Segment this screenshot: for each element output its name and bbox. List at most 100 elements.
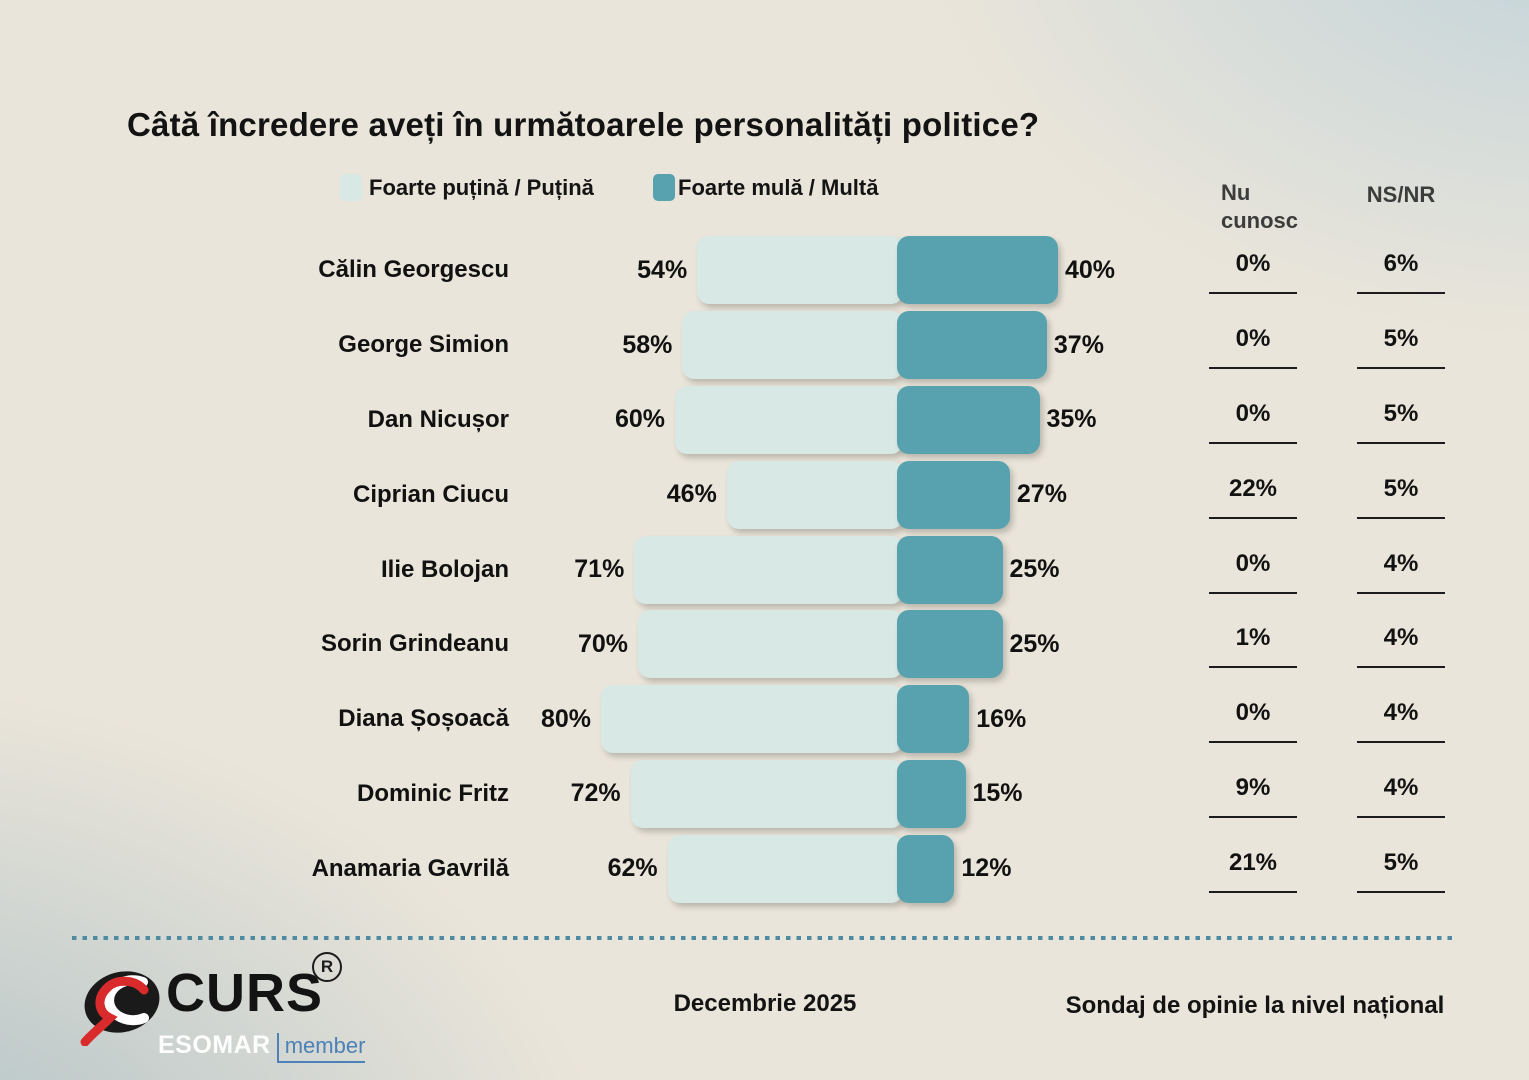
multa-bar (897, 385, 1040, 454)
person-name: Călin Georgescu (318, 256, 509, 284)
chart-row: George Simion 58% 37% 0% 5% (0, 308, 1529, 383)
multa-value: 15% (972, 779, 1023, 808)
person-name: Anamaria Gavrilă (311, 854, 509, 882)
putina-value: 58% (622, 330, 673, 359)
column-header-nu-cunosc: Nu cunosc (1221, 180, 1299, 233)
nu-cunosc-value: 1% (1235, 624, 1271, 652)
column-header-nsnr: NS/NR (1366, 182, 1436, 207)
multa-value: 40% (1065, 255, 1116, 284)
putina-bar (667, 834, 903, 903)
putina-bar (601, 685, 903, 754)
nsnr-cell: 4% (1341, 607, 1461, 682)
nsnr-cell: 4% (1341, 757, 1461, 832)
putina-value: 70% (577, 629, 628, 658)
nsnr-cell: 4% (1341, 682, 1461, 757)
underline (1357, 591, 1445, 594)
dotted-divider (72, 936, 1457, 940)
esomar-label: ESOMAR (158, 1031, 271, 1059)
putina-value: 60% (614, 405, 665, 434)
curs-wordmark: CURS (166, 963, 324, 1023)
underline (1357, 890, 1445, 893)
multa-bar (897, 236, 1058, 305)
nsnr-value: 5% (1383, 474, 1419, 502)
nu-cunosc-cell: 9% (1193, 757, 1313, 832)
putina-bar (634, 535, 903, 604)
underline (1209, 815, 1297, 818)
registered-trademark-icon: R (312, 952, 342, 982)
chart-row: Anamaria Gavrilă 62% 12% 21% 5% (0, 831, 1529, 906)
nsnr-value: 5% (1383, 399, 1419, 427)
multa-value: 35% (1046, 405, 1097, 434)
multa-value: 27% (1016, 480, 1067, 509)
putina-value: 62% (607, 854, 658, 883)
page-title: Câtă încredere aveți în următoarele pers… (127, 106, 1040, 143)
multa-value: 16% (976, 704, 1027, 733)
underline (1357, 441, 1445, 444)
nu-cunosc-value: 0% (1235, 250, 1271, 278)
person-name: Dan Nicușor (367, 405, 509, 433)
person-name: George Simion (338, 331, 509, 359)
chart-row: Dan Nicușor 60% 35% 0% 5% (0, 383, 1529, 458)
underline (1209, 591, 1297, 594)
nsnr-value: 4% (1383, 624, 1419, 652)
nu-cunosc-cell: 1% (1193, 607, 1313, 682)
nu-cunosc-value: 22% (1228, 474, 1278, 502)
underline (1209, 741, 1297, 744)
putina-value: 80% (540, 704, 591, 733)
nu-cunosc-cell: 0% (1193, 233, 1313, 308)
nsnr-value: 5% (1383, 848, 1419, 876)
chart-row: Ilie Bolojan 71% 25% 0% 4% (0, 532, 1529, 607)
multa-bar (897, 685, 970, 754)
chart-row: Dominic Fritz 72% 15% 9% 4% (0, 757, 1529, 832)
underline (1209, 516, 1297, 519)
putina-bar (675, 385, 903, 454)
putina-bar (630, 759, 903, 828)
nsnr-value: 6% (1383, 250, 1419, 278)
underline (1209, 292, 1297, 295)
nu-cunosc-value: 0% (1235, 325, 1271, 353)
multa-bar (897, 759, 966, 828)
multa-bar (897, 610, 1003, 679)
underline (1357, 292, 1445, 295)
nsnr-cell: 5% (1341, 457, 1461, 532)
nu-cunosc-value: 21% (1228, 848, 1278, 876)
person-name: Sorin Grindeanu (320, 630, 509, 658)
nsnr-cell: 5% (1341, 831, 1461, 906)
underline (1357, 516, 1445, 519)
chart-row: Ciprian Ciucu 46% 27% 22% 5% (0, 457, 1529, 532)
nsnr-cell: 5% (1341, 383, 1461, 458)
putina-value: 46% (666, 480, 717, 509)
chart-row: Diana Șoșoacă 80% 16% 0% 4% (0, 682, 1529, 757)
multa-value: 25% (1009, 629, 1060, 658)
member-label: member (276, 1033, 366, 1063)
putina-bar (697, 236, 903, 305)
putina-bar (726, 460, 903, 529)
multa-value: 25% (1009, 555, 1060, 584)
nsnr-cell: 4% (1341, 532, 1461, 607)
underline (1357, 741, 1445, 744)
multa-bar (897, 311, 1047, 380)
underline (1209, 367, 1297, 370)
survey-date: Decembrie 2025 (673, 990, 857, 1017)
putina-value: 72% (570, 779, 621, 808)
underline (1209, 441, 1297, 444)
underline (1209, 890, 1297, 893)
putina-bar (638, 610, 903, 679)
nu-cunosc-value: 9% (1235, 773, 1271, 801)
legend-label-multa: Foarte mulă / Multă (678, 174, 879, 200)
underline (1357, 666, 1445, 669)
multa-bar (897, 834, 955, 903)
underline (1357, 815, 1445, 818)
multa-bar (897, 460, 1010, 529)
multa-value: 37% (1053, 330, 1104, 359)
person-name: Diana Șoșoacă (338, 705, 509, 733)
nu-cunosc-value: 0% (1235, 549, 1271, 577)
nsnr-value: 4% (1383, 549, 1419, 577)
chart-row: Sorin Grindeanu 70% 25% 1% 4% (0, 607, 1529, 682)
nsnr-value: 5% (1383, 325, 1419, 353)
nsnr-cell: 5% (1341, 308, 1461, 383)
multa-bar (897, 535, 1003, 604)
multa-value: 12% (961, 854, 1012, 883)
putina-value: 54% (637, 255, 688, 284)
